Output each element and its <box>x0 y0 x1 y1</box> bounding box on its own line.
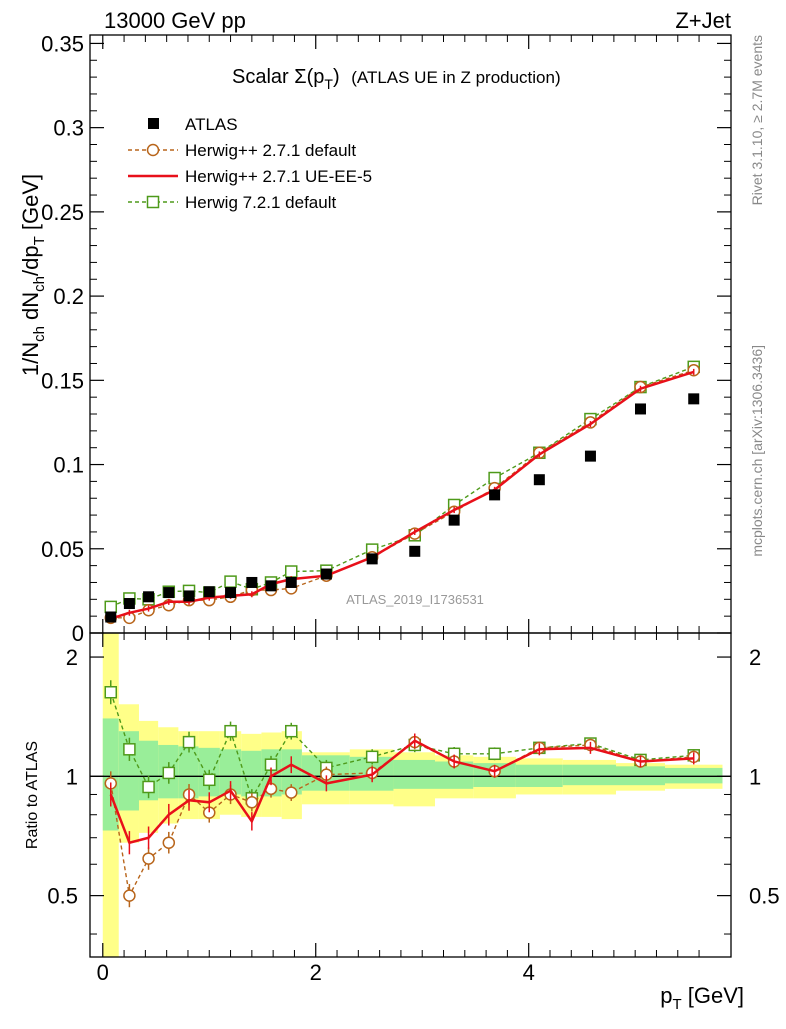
main-atlas-point <box>448 514 460 526</box>
main-ytick-label: 0.2 <box>53 284 84 309</box>
main-atlas-point <box>163 587 175 599</box>
main-ylabel-part3: /dp <box>18 245 43 276</box>
ratio-hw271_default-point <box>284 786 298 799</box>
ratio-hw721_default-point <box>488 747 501 761</box>
main-ylabel: 1/Nch dNch/dpT [GeV] <box>18 174 48 376</box>
main-atlas-point <box>183 590 195 602</box>
ratio-hw271_default-point <box>162 836 176 849</box>
ratio-band-inner <box>178 746 199 799</box>
plot-title-sub: T <box>324 76 333 92</box>
main-atlas-point <box>123 598 135 610</box>
legend-label-atlas: ATLAS <box>185 115 238 134</box>
main-series <box>104 360 700 625</box>
main-atlas-point <box>366 553 378 565</box>
ratio-ytick-label: 0.5 <box>47 884 78 909</box>
ratio-hw721_default-point <box>203 773 216 787</box>
main-hw721_default-point <box>488 471 501 485</box>
ratio-band-inner <box>562 764 617 786</box>
ratio-ytick-label-right: 0.5 <box>749 884 780 909</box>
ratio-hw721_default-point <box>142 780 155 794</box>
xlabel-main: p <box>660 983 672 1008</box>
ratio-hw721_default-point <box>365 750 379 764</box>
ratio-hw271_default-point <box>245 796 259 809</box>
main-ylabel-part2: dN <box>18 292 43 326</box>
legend-label-hw271-default: Herwig++ 2.7.1 default <box>185 141 356 160</box>
main-ylabel-part1: 1/N <box>18 342 43 376</box>
ratio-hw721_default-point <box>224 724 237 738</box>
xtick-label: 4 <box>523 960 535 985</box>
ratio-hw721_default-point <box>104 686 118 699</box>
main-ytick-label: 0.25 <box>41 200 84 225</box>
main-ytick-label: 0.1 <box>53 453 84 478</box>
main-ylabel-sub2: ch <box>31 276 48 292</box>
legend-marker-hw271-default <box>146 143 160 157</box>
main-atlas-point <box>246 576 258 588</box>
ratio-ytick-label: 2 <box>66 645 78 670</box>
ratio-hw721_default-point <box>162 766 176 780</box>
mcplots-label: mcplots.cern.ch [arXiv:1306.3436] <box>749 345 765 557</box>
legend-marker-atlas <box>148 118 159 129</box>
ratio-hw721_default-point <box>284 724 298 738</box>
xlabel-unit: [GeV] <box>682 983 744 1008</box>
beam-label: 13000 GeV pp <box>104 8 246 33</box>
xlabel: pT [GeV] <box>660 983 744 1013</box>
main-atlas-point <box>584 450 596 462</box>
main-ytick-label: 0.15 <box>41 368 84 393</box>
plot-title-main: Scalar Σ(p <box>232 66 324 88</box>
analysis-id: ATLAS_2019_I1736531 <box>346 592 484 607</box>
ratio-ylabel: Ratio to ATLAS <box>24 741 41 849</box>
main-ylabel-sub3: T <box>31 236 48 245</box>
ratio-ytick-label-right: 2 <box>749 645 761 670</box>
main-ylabel-unit: [GeV] <box>18 174 43 236</box>
main-atlas-point <box>533 474 545 486</box>
main-atlas-point <box>143 591 155 603</box>
ratio-series <box>104 680 700 908</box>
axis-ticks: 00.050.10.150.20.250.30.350 2 40.5 0.51 12 2 <box>41 31 779 985</box>
ratio-frame <box>89 632 732 958</box>
plot-title: Scalar Σ(pT) (ATLAS UE in Z production) <box>232 66 561 92</box>
main-atlas-point <box>265 580 277 592</box>
main-atlas-point <box>105 611 117 623</box>
main-hw721_default-point <box>284 565 298 578</box>
main-atlas-point <box>203 586 215 598</box>
ratio-band-inner <box>393 759 435 789</box>
main-atlas-point <box>634 403 646 415</box>
main-ytick-label: 0 <box>72 621 84 646</box>
xtick-label: 2 <box>310 960 322 985</box>
ratio-hw271_default-point <box>142 852 155 865</box>
plot-title-tail: (ATLAS UE in Z production) <box>351 68 560 87</box>
main-atlas-point <box>320 568 332 580</box>
ratio-hw721_default-point <box>123 743 136 756</box>
xtick-label: 0 <box>97 960 109 985</box>
main-hw721_default-point <box>104 600 118 614</box>
main-atlas-point <box>688 393 700 405</box>
main-atlas-point <box>489 489 501 501</box>
legend-label-hw271-ueee5: Herwig++ 2.7.1 UE-EE-5 <box>185 167 372 186</box>
legend-label-hw721-default: Herwig 7.2.1 default <box>185 193 336 212</box>
rivet-label: Rivet 3.1.10, ≥ 2.7M events <box>749 35 765 205</box>
main-atlas-point <box>285 576 297 588</box>
main-ytick-label: 0.3 <box>53 116 84 141</box>
xlabel-sub: T <box>672 996 681 1013</box>
ratio-band-inner <box>664 767 723 784</box>
ratio-hw271_default-point <box>123 889 136 902</box>
ratio-hw721_default-point <box>182 735 196 749</box>
main-hw721_default-point <box>224 575 237 588</box>
legend-marker-hw721-default <box>146 195 160 209</box>
main-ylabel-sub1: ch <box>31 326 48 342</box>
main-atlas-point <box>409 545 421 557</box>
main-ytick-label: 0.05 <box>41 537 84 562</box>
legend: ATLAS Herwig++ 2.7.1 default Herwig++ 2.… <box>128 115 372 212</box>
process-label: Z+Jet <box>675 8 731 33</box>
ratio-band-inner <box>241 750 262 797</box>
ratio-band-inner <box>219 749 242 795</box>
main-atlas-point <box>225 587 237 599</box>
plot-title-close: ) <box>333 66 340 88</box>
ratio-ytick-label: 1 <box>66 764 78 789</box>
ratio-ytick-label-right: 1 <box>749 764 761 789</box>
main-ytick-label: 0.35 <box>41 31 84 56</box>
